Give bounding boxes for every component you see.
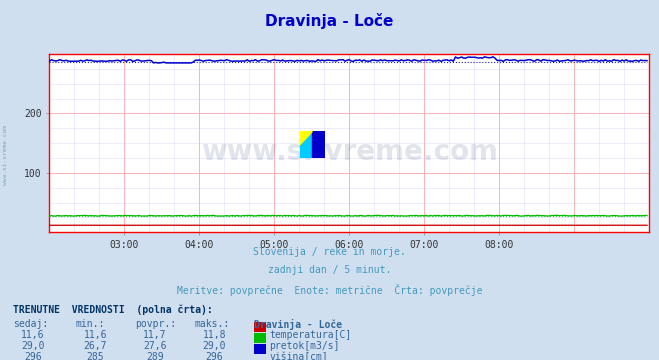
- Text: 296: 296: [24, 352, 42, 360]
- Polygon shape: [312, 131, 325, 158]
- Polygon shape: [300, 131, 312, 145]
- Text: maks.:: maks.:: [194, 319, 229, 329]
- Text: 26,7: 26,7: [84, 341, 107, 351]
- Text: Slovenija / reke in morje.: Slovenija / reke in morje.: [253, 247, 406, 257]
- Text: 11,8: 11,8: [202, 330, 226, 341]
- Text: povpr.:: povpr.:: [135, 319, 176, 329]
- Text: www.si-vreme.com: www.si-vreme.com: [201, 138, 498, 166]
- Text: 296: 296: [206, 352, 223, 360]
- Text: Dravinja - Loče: Dravinja - Loče: [254, 319, 342, 330]
- Polygon shape: [300, 131, 312, 158]
- Polygon shape: [300, 131, 312, 145]
- Text: zadnji dan / 5 minut.: zadnji dan / 5 minut.: [268, 265, 391, 275]
- Text: 29,0: 29,0: [21, 341, 45, 351]
- Text: temperatura[C]: temperatura[C]: [270, 330, 352, 341]
- Text: 289: 289: [146, 352, 163, 360]
- Text: TRENUTNE  VREDNOSTI  (polna črta):: TRENUTNE VREDNOSTI (polna črta):: [13, 304, 213, 315]
- Text: 11,7: 11,7: [143, 330, 167, 341]
- Text: www.si-vreme.com: www.si-vreme.com: [3, 125, 8, 185]
- Text: višina[cm]: višina[cm]: [270, 352, 328, 360]
- Text: 11,6: 11,6: [84, 330, 107, 341]
- Text: min.:: min.:: [76, 319, 105, 329]
- Text: 285: 285: [87, 352, 104, 360]
- Text: pretok[m3/s]: pretok[m3/s]: [270, 341, 340, 351]
- Text: sedaj:: sedaj:: [13, 319, 48, 329]
- Text: 29,0: 29,0: [202, 341, 226, 351]
- Text: 11,6: 11,6: [21, 330, 45, 341]
- Text: 27,6: 27,6: [143, 341, 167, 351]
- Text: Meritve: povprečne  Enote: metrične  Črta: povprečje: Meritve: povprečne Enote: metrične Črta:…: [177, 284, 482, 296]
- Text: Dravinja - Loče: Dravinja - Loče: [266, 13, 393, 28]
